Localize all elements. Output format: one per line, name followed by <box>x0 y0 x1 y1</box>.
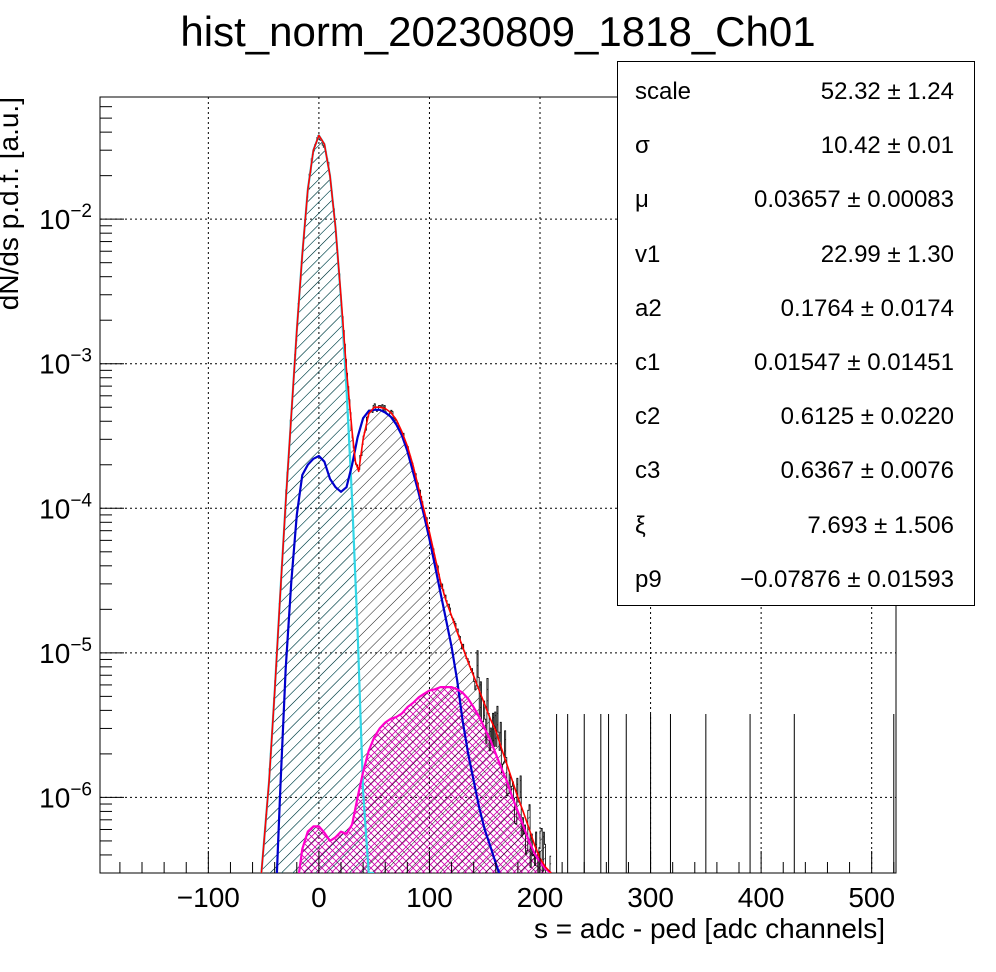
x-tick-label: 400 <box>738 882 785 913</box>
fit-parameter-row: σ 10.42 ± 0.01 <box>618 132 974 186</box>
x-axis-label: s = adc - ped [adc channels] <box>534 913 885 944</box>
fit-parameters-box: scale 52.32 ± 1.24 σ 10.42 ± 0.01 μ 0.03657 ±… <box>617 61 975 606</box>
y-tick-label: 10−3 <box>39 346 92 380</box>
fit-parameter-value: 0.01547 ± 0.01451 <box>753 349 954 376</box>
fit-parameter-value: 0.6125 ± 0.0220 <box>780 403 954 431</box>
fit-parameter-row: v1 22.99 ± 1.30 <box>618 241 974 295</box>
fit-parameter-value: 0.6367 ± 0.0076 <box>780 457 954 485</box>
fit-parameter-name: μ <box>635 186 649 214</box>
fit-parameter-row: a2 0.1764 ± 0.0174 <box>618 295 974 349</box>
fit-parameter-name: c3 <box>635 457 661 485</box>
multi-pe-curve <box>297 686 552 873</box>
fit-parameter-name: v1 <box>635 240 661 268</box>
fit-parameter-row: p9 −0.07876 ± 0.01593 <box>618 566 974 620</box>
fit-parameter-value: 52.32 ± 1.24 <box>820 78 954 105</box>
fit-parameter-value: 0.1764 ± 0.0174 <box>780 294 954 322</box>
fit-parameter-row: c3 0.6367 ± 0.0076 <box>618 457 974 511</box>
fit-parameter-name: c2 <box>635 403 661 431</box>
fit-parameter-row: c2 0.6125 ± 0.0220 <box>618 403 974 457</box>
x-tick-label: 500 <box>848 882 895 913</box>
x-tick-label: −100 <box>177 882 240 913</box>
y-tick-label: 10−4 <box>39 490 92 524</box>
x-tick-label: 0 <box>311 882 327 913</box>
x-tick-label: 200 <box>517 882 564 913</box>
fit-parameter-name: ξ <box>635 511 646 539</box>
fit-parameter-row: μ 0.03657 ± 0.00083 <box>618 186 974 240</box>
axes: −100 0 100 200 300 400 500 10−6 10−5 10−4 10−3 10−2 <box>39 96 895 913</box>
fit-parameter-row: ξ 7.693 ± 1.506 <box>618 512 974 566</box>
fit-curves <box>260 134 552 873</box>
fit-parameter-row: scale 52.32 ± 1.24 <box>618 78 974 132</box>
fit-parameter-value: 10.42 ± 0.01 <box>820 132 954 160</box>
fit-parameter-value: −0.07876 ± 0.01593 <box>739 565 954 593</box>
y-tick-label: 10−2 <box>39 201 92 235</box>
fit-parameter-value: 22.99 ± 1.30 <box>820 240 954 268</box>
fit-parameter-name: c1 <box>635 349 661 376</box>
total-fit-curve <box>260 134 552 873</box>
single-pe-curve <box>275 408 501 873</box>
fit-parameter-name: p9 <box>635 565 662 593</box>
fit-parameter-name: σ <box>635 132 650 160</box>
fit-parameter-name: a2 <box>635 294 662 322</box>
fit-parameter-name: scale <box>635 78 692 105</box>
chart-title: hist_norm_20230809_1818_Ch01 <box>180 8 816 55</box>
fit-parameter-row: c1 0.01547 ± 0.01451 <box>618 349 974 403</box>
fit-parameter-value: 0.03657 ± 0.00083 <box>753 186 954 214</box>
x-tick-label: 300 <box>627 882 674 913</box>
x-tick-label: 100 <box>406 882 453 913</box>
y-tick-label: 10−5 <box>39 635 92 669</box>
y-tick-label: 10−6 <box>39 779 92 813</box>
fit-parameter-value: 7.693 ± 1.506 <box>807 511 954 539</box>
y-axis-label: dN/ds p.d.f. [a.u.] <box>0 97 24 310</box>
